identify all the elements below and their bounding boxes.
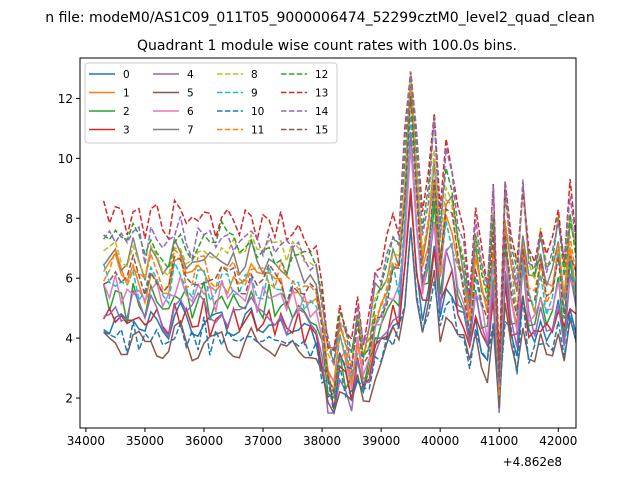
legend-frame bbox=[84, 62, 338, 144]
legend-label-2: 2 bbox=[123, 106, 130, 118]
y-tick-label: 10 bbox=[58, 152, 73, 166]
x-tick-label: 36000 bbox=[185, 434, 223, 448]
x-tick-label: 40000 bbox=[421, 434, 459, 448]
legend-label-10: 10 bbox=[251, 106, 264, 118]
legend-label-1: 1 bbox=[123, 88, 130, 100]
series-line-6 bbox=[102, 146, 576, 397]
y-tick-label: 12 bbox=[58, 92, 73, 106]
series-line-5 bbox=[103, 228, 576, 415]
y-tick-label: 4 bbox=[65, 332, 73, 346]
chart-title: Quadrant 1 module wise count rates with … bbox=[137, 38, 517, 54]
x-tick-label: 42000 bbox=[539, 434, 577, 448]
legend-label-4: 4 bbox=[187, 69, 194, 81]
legend-label-12: 12 bbox=[315, 69, 328, 81]
x-axis: 34000 35000 36000 37000 38000 39000 40000 41000… bbox=[67, 428, 577, 448]
series-line-9 bbox=[102, 115, 576, 396]
legend-label-3: 3 bbox=[123, 125, 130, 137]
legend-label-5: 5 bbox=[187, 88, 194, 100]
legend-label-8: 8 bbox=[251, 69, 258, 81]
series-line-14 bbox=[102, 71, 576, 384]
series-line-8 bbox=[103, 71, 576, 368]
x-tick-label: 39000 bbox=[362, 434, 400, 448]
x-offset-label: +4.862e8 bbox=[503, 455, 562, 469]
x-tick-label: 37000 bbox=[244, 434, 282, 448]
series-line-11 bbox=[102, 87, 576, 396]
legend-label-0: 0 bbox=[123, 69, 130, 81]
figure-suptitle: n file: modeM0/AS1C09_011T05_9000006474_… bbox=[45, 10, 594, 26]
x-tick-label: 41000 bbox=[480, 434, 518, 448]
legend-label-14: 14 bbox=[315, 106, 329, 118]
x-tick-label: 38000 bbox=[303, 434, 341, 448]
series-layer bbox=[102, 71, 576, 415]
legend-label-7: 7 bbox=[187, 125, 194, 137]
legend-label-15: 15 bbox=[315, 125, 328, 137]
series-line-13 bbox=[102, 71, 576, 362]
legend-label-9: 9 bbox=[251, 88, 258, 100]
y-axis: 2 4 6 8 10 12 bbox=[58, 92, 80, 406]
x-tick-label: 35000 bbox=[126, 434, 164, 448]
y-tick-label: 8 bbox=[65, 212, 73, 226]
x-tick-label: 34000 bbox=[67, 434, 105, 448]
series-line-10 bbox=[103, 227, 576, 414]
plot-frame bbox=[79, 57, 577, 429]
y-tick-label: 6 bbox=[65, 272, 73, 286]
legend-label-13: 13 bbox=[315, 88, 328, 100]
series-line-15 bbox=[103, 96, 576, 395]
legend-label-11: 11 bbox=[251, 125, 264, 137]
series-line-4 bbox=[103, 131, 576, 414]
series-line-12 bbox=[103, 71, 576, 381]
y-tick-label: 2 bbox=[65, 392, 73, 406]
legend-label-6: 6 bbox=[187, 106, 194, 118]
